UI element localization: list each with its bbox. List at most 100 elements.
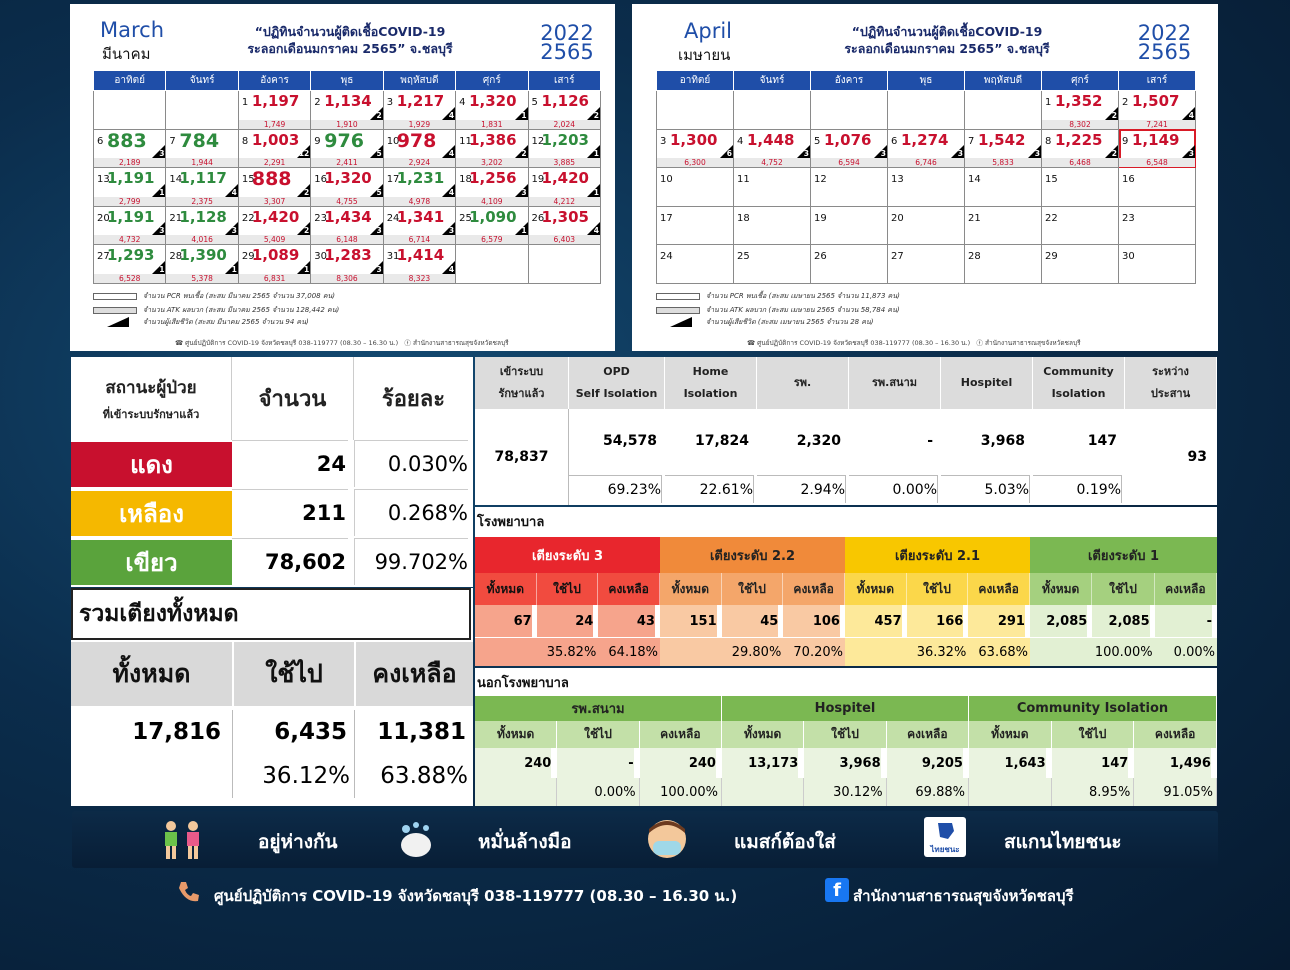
calendar-day-cell: 20 1,191 4,732 3 — [92, 205, 167, 246]
treat-value: 2,320 — [796, 433, 841, 449]
calendar-day-cell: 16 — [1118, 167, 1196, 207]
death-count: 3 — [803, 149, 809, 159]
calendar-day-cell: 6 1,274 6,746 3 — [887, 128, 965, 169]
death-marker — [514, 145, 528, 159]
treat-header-line1: เข้าระบบ — [499, 365, 544, 378]
bed-percent: 64.18% — [598, 637, 660, 666]
calendar-day-cell: 30 1,283 8,306 3 — [310, 244, 384, 284]
death-marker — [152, 222, 166, 236]
atk-positive: 6,468 — [1042, 158, 1118, 168]
pcr-cases: 1,231 — [396, 169, 445, 188]
death-count: 3 — [1034, 149, 1040, 159]
atk-positive: 8,306 — [311, 273, 383, 283]
footer-phone: ศูนย์ปฏิบัติการ COVID-19 จังหวัดชลบุรี 0… — [214, 887, 738, 905]
outside-value: 240 — [639, 748, 716, 778]
calendar-day-cell: 10 — [656, 167, 734, 207]
calendar-day-cell: 26 1,305 6,403 4 — [527, 205, 602, 246]
calendar-day-cell: 11 1,386 3,202 2 — [455, 128, 529, 169]
thaichana-label: สแกนไทยชนะ — [1004, 831, 1122, 853]
atk-positive: 6,594 — [811, 158, 887, 168]
calendar-title: “ปฏิทินจำนวนผู้ติดเชื้อCOVID-19 ระลอกเดื… — [777, 23, 1117, 57]
pcr-cases: 1,203 — [541, 130, 589, 149]
day-number: 18 — [737, 212, 750, 224]
outside-subheader: คงเหลือ — [886, 721, 969, 748]
treat-header-line1: Hospitel — [960, 376, 1013, 389]
day-number: 11 — [459, 135, 472, 147]
atk-positive: 2,024 — [528, 119, 600, 129]
day-number: 6 — [891, 135, 898, 147]
calendar-day-cell — [733, 90, 811, 130]
death-marker — [224, 222, 238, 236]
bed-subheader: ใช้ไป — [721, 573, 784, 605]
calendar-day-cell: 23 1,434 6,148 3 — [310, 205, 384, 246]
calendar-day-cell: 22 — [1041, 205, 1119, 246]
bed-percent: 35.82% — [536, 637, 599, 666]
pcr-cases: 1,341 — [396, 207, 445, 226]
year: 2022 2565 — [532, 23, 602, 63]
day-number: 8 — [1045, 135, 1052, 147]
outside-percent: 0.00% — [557, 778, 640, 806]
pcr-cases: 1,191 — [107, 169, 155, 188]
calendar-day-cell: 14 — [964, 167, 1042, 207]
calendar-day-cell: 1 1,197 1,749 — [237, 90, 312, 130]
death-marker — [152, 145, 166, 159]
weekday-header: พฤหัสบดี — [964, 70, 1042, 91]
calendar-day-cell: 5 1,076 6,594 3 — [810, 128, 888, 169]
death-marker — [797, 145, 810, 159]
outside-value: 3,968 — [804, 748, 881, 778]
treat-header: รพ.สนาม — [849, 357, 941, 409]
weekday-header: ศุกร์ — [455, 70, 529, 91]
treat-header-line1: ระหว่าง — [1152, 365, 1189, 378]
calendar-day-cell: 15 — [1041, 167, 1119, 207]
status-label: แดง — [71, 440, 232, 487]
atk-positive: 6,148 — [311, 235, 383, 245]
weekday-header: อาทิตย์ — [656, 70, 734, 91]
bed-subheader: ทั้งหมด — [660, 573, 722, 605]
pcr-cases: 1,217 — [396, 92, 445, 110]
bed-subheader: ทั้งหมด — [475, 573, 537, 605]
month-en: March — [100, 18, 165, 42]
pcr-cases: 1,414 — [396, 246, 445, 265]
atk-positive: 4,109 — [456, 196, 528, 206]
status-percent: 0.030% — [354, 440, 468, 487]
day-number: 7 — [169, 135, 176, 147]
bed-level-header: เตียงระดับ 2.2 — [660, 537, 845, 573]
death-count: 2 — [1111, 149, 1117, 159]
pcr-cases: 1,300 — [670, 130, 718, 149]
calendar-day-cell: 7 1,542 5,833 3 — [964, 128, 1042, 169]
footer-office: สำนักงานสาธารณสุขจังหวัดชลบุรี — [984, 339, 1081, 347]
footer-office: สำนักงานสาธารณสุขจังหวัดชลบุรี — [853, 887, 1074, 905]
april-grid: อาทิตย์ จันทร์ อังคาร พุธ พฤหัสบดี ศุกร์ เสาร์… — [656, 70, 1196, 284]
weekday-header: จันทร์ — [165, 70, 239, 91]
treat-header-line1: OPD — [603, 365, 630, 378]
treat-header-line1: รพ. — [793, 376, 812, 389]
atk-positive: 3,885 — [528, 158, 600, 168]
day-number: 18 — [459, 174, 472, 186]
bed-subheader: ทั้งหมด — [845, 573, 907, 605]
weekday-header: พุธ — [310, 70, 384, 91]
outside-subheader: ใช้ไป — [557, 721, 640, 748]
atk-positive: 2,411 — [311, 158, 383, 168]
bed-subheader: คงเหลือ — [598, 573, 660, 605]
pcr-cases: 1,434 — [324, 207, 372, 226]
title-line2: ระลอกเดือนมกราคม 2565” จ.ชลบุรี — [844, 41, 1050, 56]
calendar-day-cell: 6 883 2,189 3 — [92, 128, 167, 169]
death-count: 4 — [448, 264, 455, 274]
atk-positive: 6,746 — [888, 158, 964, 168]
treatment-summary: เข้าระบบ รักษาแล้ว OPD Self Isolation Home Is… — [475, 357, 1217, 505]
distance-icon — [160, 819, 204, 863]
calendar-day-cell: 19 1,420 4,212 1 — [527, 167, 602, 207]
treat-percent: 5.03% — [941, 475, 1030, 503]
atk-positive: 6,714 — [383, 235, 456, 245]
pcr-cases: 888 — [251, 168, 292, 191]
atk-positive: 5,378 — [166, 273, 238, 283]
death-marker — [297, 222, 311, 236]
death-marker — [442, 222, 456, 236]
hospital-title: โรงพยาบาล — [477, 515, 545, 530]
death-count: 1 — [593, 149, 599, 159]
death-marker — [442, 106, 456, 120]
calendar-day-cell — [527, 244, 602, 284]
death-marker — [1028, 145, 1041, 159]
atk-positive: 5,833 — [965, 158, 1041, 168]
pcr-cases: 1,197 — [251, 92, 300, 110]
